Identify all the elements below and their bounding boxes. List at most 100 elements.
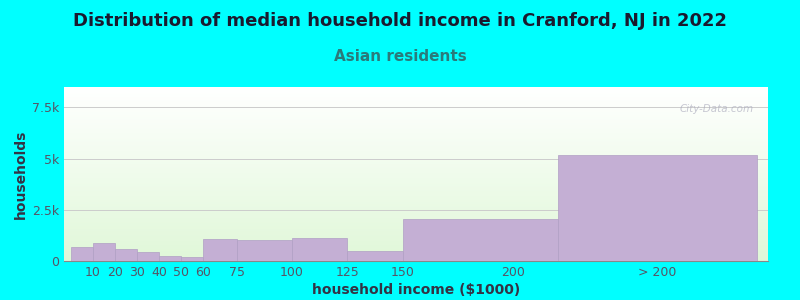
Bar — [64, 199, 768, 200]
Bar — [64, 183, 768, 184]
Bar — [64, 123, 768, 125]
Bar — [64, 122, 768, 123]
Bar — [64, 170, 768, 171]
Bar — [64, 219, 768, 220]
Bar — [64, 109, 768, 110]
Bar — [64, 148, 768, 149]
Bar — [64, 251, 768, 252]
Bar — [64, 249, 768, 251]
Bar — [159, 256, 182, 261]
Bar — [64, 177, 768, 178]
Bar — [64, 96, 768, 97]
Bar — [64, 190, 768, 191]
Bar — [64, 151, 768, 152]
Bar — [70, 247, 93, 261]
Bar — [64, 104, 768, 106]
Bar — [64, 91, 768, 93]
Bar — [64, 119, 768, 120]
Bar — [64, 216, 768, 218]
Bar — [237, 240, 292, 261]
Bar — [64, 238, 768, 239]
Bar — [64, 235, 768, 236]
Bar — [64, 146, 768, 148]
Bar — [64, 134, 768, 135]
Bar — [64, 117, 768, 119]
Bar — [64, 232, 768, 233]
Bar — [64, 194, 768, 196]
Bar — [64, 225, 768, 226]
Bar — [64, 256, 768, 258]
Bar — [64, 172, 768, 174]
Bar — [64, 155, 768, 157]
Bar — [64, 157, 768, 158]
Bar — [64, 244, 768, 245]
Bar — [64, 218, 768, 219]
Bar — [64, 197, 768, 199]
Bar — [64, 152, 768, 154]
Bar — [64, 186, 768, 187]
Bar — [64, 112, 768, 113]
Bar — [64, 207, 768, 209]
Bar — [64, 168, 768, 169]
Bar — [64, 107, 768, 109]
Bar — [64, 115, 768, 116]
Bar — [64, 176, 768, 177]
Bar — [64, 239, 768, 241]
Bar — [64, 226, 768, 228]
Bar — [64, 255, 768, 256]
Bar — [64, 245, 768, 247]
Bar — [64, 193, 768, 194]
Bar — [64, 247, 768, 248]
Bar — [64, 87, 768, 88]
Bar — [64, 228, 768, 229]
Bar — [64, 213, 768, 214]
Bar — [347, 251, 402, 261]
Bar — [64, 188, 768, 190]
Bar — [64, 241, 768, 242]
Bar — [64, 136, 768, 138]
Bar — [64, 203, 768, 205]
Bar — [64, 174, 768, 176]
Bar — [64, 161, 768, 162]
Bar — [64, 178, 768, 180]
Bar — [64, 165, 768, 167]
Bar — [64, 128, 768, 129]
Bar — [115, 249, 137, 261]
Bar — [64, 113, 768, 115]
Bar — [182, 257, 203, 261]
Bar — [64, 236, 768, 238]
Bar — [64, 252, 768, 254]
Bar — [64, 100, 768, 101]
Bar — [203, 239, 237, 261]
Bar — [64, 160, 768, 161]
Bar — [64, 187, 768, 188]
Bar — [64, 103, 768, 104]
Bar — [64, 97, 768, 99]
Bar — [64, 220, 768, 222]
Bar — [64, 106, 768, 107]
Bar — [64, 205, 768, 206]
Bar — [292, 238, 347, 261]
Bar — [64, 233, 768, 235]
Bar — [64, 260, 768, 261]
Bar — [64, 222, 768, 223]
Bar — [64, 181, 768, 183]
Bar — [64, 101, 768, 103]
Bar — [64, 145, 768, 146]
Bar — [64, 149, 768, 151]
Bar — [64, 154, 768, 155]
Bar — [64, 248, 768, 249]
Bar — [64, 116, 768, 117]
Bar — [64, 120, 768, 122]
Bar — [64, 88, 768, 90]
Bar — [64, 93, 768, 94]
Bar — [64, 130, 768, 132]
Bar — [64, 206, 768, 207]
Bar — [64, 162, 768, 164]
Bar — [64, 141, 768, 142]
Bar — [402, 219, 558, 261]
Bar — [64, 229, 768, 230]
Text: Asian residents: Asian residents — [334, 50, 466, 64]
Bar — [64, 230, 768, 232]
Bar — [64, 196, 768, 197]
